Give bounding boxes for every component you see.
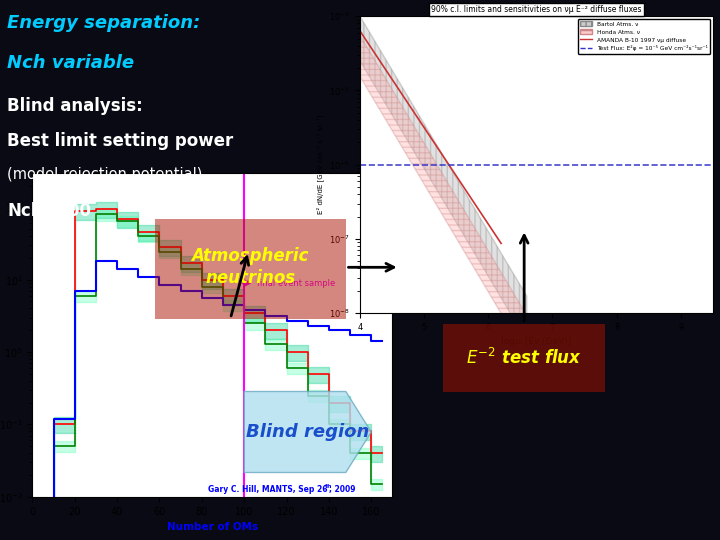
Text: , 2009: , 2009 bbox=[329, 485, 356, 494]
Text: $E^{-2}$ test flux: $E^{-2}$ test flux bbox=[466, 348, 582, 368]
Text: th: th bbox=[325, 483, 332, 489]
Legend: Bartol Atms. ν, Honda Atms. ν, AMANDA B-10 1997 νμ diffuse, Test Flux: E²φ = 10⁻: Bartol Atms. ν, Honda Atms. ν, AMANDA B-… bbox=[578, 19, 710, 54]
X-axis label: Number of OMs: Number of OMs bbox=[167, 522, 258, 532]
FancyBboxPatch shape bbox=[443, 324, 605, 392]
Text: Gary C. Hill, MANTS, Sep 26: Gary C. Hill, MANTS, Sep 26 bbox=[208, 485, 328, 494]
Text: Atmospheric
neutrinos: Atmospheric neutrinos bbox=[192, 247, 309, 287]
Text: Blind region: Blind region bbox=[246, 423, 369, 441]
Text: Energy separation:: Energy separation: bbox=[7, 14, 201, 31]
Y-axis label: E² dN/dE [GeV cm⁻² s⁻¹ sr⁻¹]: E² dN/dE [GeV cm⁻² s⁻¹ sr⁻¹] bbox=[316, 115, 324, 214]
Text: (model rejection potential): (model rejection potential) bbox=[7, 167, 202, 183]
Text: Nch variable: Nch variable bbox=[7, 54, 135, 72]
X-axis label: log₁₀ [Eν (GeV)]: log₁₀ [Eν (GeV)] bbox=[501, 338, 572, 347]
Text: Nch>100: Nch>100 bbox=[7, 202, 91, 220]
Text: Best limit setting power: Best limit setting power bbox=[7, 132, 233, 150]
Text: Blind analysis:: Blind analysis: bbox=[7, 97, 143, 115]
Title: 90% c.l. limits and sensitivities on νμ E⁻² diffuse fluxes: 90% c.l. limits and sensitivities on νμ … bbox=[431, 5, 642, 14]
Text: final event sample: final event sample bbox=[257, 279, 335, 287]
FancyArrow shape bbox=[244, 392, 372, 472]
FancyBboxPatch shape bbox=[155, 219, 346, 319]
